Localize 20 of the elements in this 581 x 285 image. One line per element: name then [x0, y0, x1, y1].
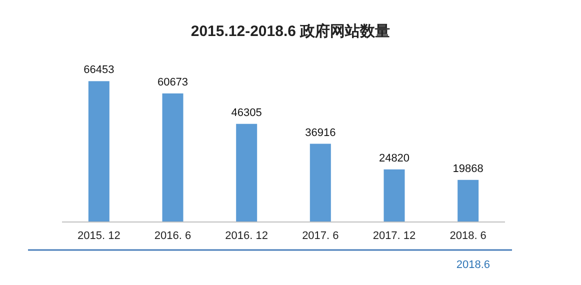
bar: [88, 81, 110, 222]
bar: [310, 144, 331, 222]
x-tick-label: 2015. 12: [78, 230, 120, 242]
data-label: 46305: [231, 106, 262, 119]
data-label: 36916: [305, 126, 336, 139]
data-label: 60673: [157, 76, 188, 88]
x-tick-label: 2016. 12: [225, 230, 268, 242]
bar: [458, 180, 479, 222]
x-tick-label: 2016. 6: [154, 230, 192, 242]
data-label: 66453: [84, 64, 114, 76]
data-label: 24820: [378, 152, 410, 164]
bar: [384, 169, 405, 222]
bar: [236, 124, 258, 222]
text: 2018.6: [456, 259, 490, 271]
chart-title: 2015.12-2018.6 政府网站数量: [190, 22, 390, 40]
x-tick-label: 2017. 12: [372, 230, 416, 242]
x-tick-label: 2018. 6: [450, 230, 486, 242]
bar: [162, 93, 184, 222]
x-tick-label: 2017. 6: [302, 230, 339, 242]
data-label: 19868: [452, 162, 484, 175]
